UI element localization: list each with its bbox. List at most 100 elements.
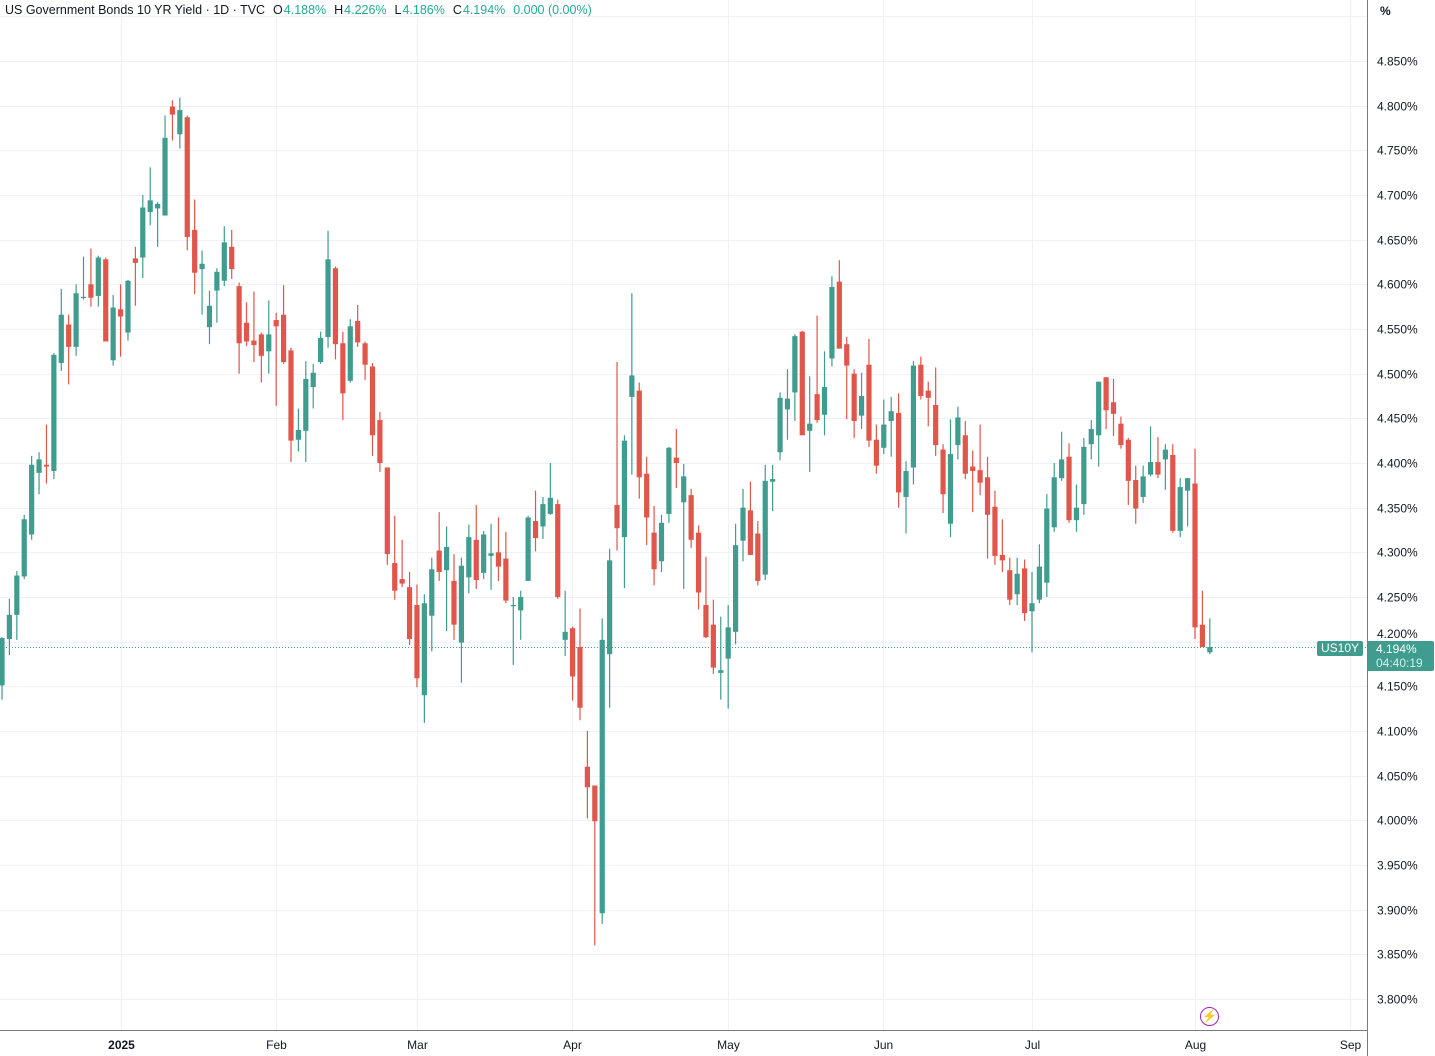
candle-body — [629, 375, 635, 397]
candle-body — [777, 397, 783, 453]
candle-body — [1081, 446, 1087, 505]
candle — [117, 284, 124, 357]
candle — [229, 229, 235, 279]
candle-body — [681, 476, 687, 503]
candle-body — [80, 296, 87, 299]
candle-body — [318, 337, 324, 363]
price-axis-background — [1368, 0, 1435, 1056]
lightning-bolt-icon[interactable]: ⚡ — [1200, 1007, 1219, 1026]
candle-body — [473, 539, 479, 581]
candle — [1044, 494, 1050, 597]
candle-body — [703, 605, 709, 638]
candle-body — [29, 464, 35, 535]
candle-body — [1073, 507, 1080, 521]
candle-body — [844, 344, 850, 366]
price-tick-label: 4.450% — [1377, 412, 1418, 426]
candle — [473, 504, 479, 589]
candle — [947, 419, 954, 538]
candle-body — [695, 532, 702, 593]
candle-body — [644, 473, 650, 518]
candle — [1036, 544, 1042, 604]
candle-body — [332, 268, 339, 345]
candle-body — [858, 395, 865, 416]
candle-body — [1185, 478, 1191, 491]
price-unit-label[interactable]: % — [1380, 4, 1391, 18]
candle — [658, 514, 665, 572]
candle-body — [340, 343, 346, 394]
candle-body — [947, 454, 954, 524]
candle-body — [1088, 429, 1094, 445]
candle — [155, 202, 161, 247]
time-axis[interactable]: 2025 Feb Mar Apr May Jun Jul Aug Sep — [108, 1038, 1361, 1052]
candle — [784, 369, 791, 440]
candle-body — [755, 533, 761, 581]
candle-body — [673, 457, 679, 463]
candle — [295, 408, 301, 452]
candle — [955, 406, 961, 460]
candle — [488, 523, 494, 590]
candle-body — [184, 117, 190, 237]
candle — [755, 521, 761, 586]
candle — [1073, 484, 1080, 532]
candle-body — [903, 471, 909, 497]
candle — [918, 356, 924, 400]
price-tick-label: 4.150% — [1377, 680, 1418, 694]
candle — [1147, 426, 1154, 477]
candle — [547, 462, 553, 515]
candle — [1051, 462, 1057, 532]
candle-body — [310, 372, 316, 388]
candle — [192, 199, 198, 295]
candle-body — [229, 246, 235, 270]
candle-body — [718, 670, 724, 673]
candle — [95, 255, 101, 307]
candle-body — [918, 364, 924, 396]
candle — [703, 556, 709, 639]
candle — [1007, 557, 1013, 606]
candle — [881, 399, 887, 455]
candle — [332, 266, 339, 360]
candle — [518, 590, 524, 640]
candle — [318, 331, 324, 364]
candle-body — [962, 435, 968, 474]
candle-body — [436, 550, 442, 572]
candle-body — [784, 398, 791, 410]
candle — [1133, 465, 1139, 524]
candle-body — [444, 546, 450, 571]
candles — [0, 97, 1213, 946]
candle-body — [569, 628, 576, 677]
candle — [125, 279, 131, 341]
price-tick-label: 3.850% — [1377, 948, 1418, 962]
price-tick-label: 4.750% — [1377, 144, 1418, 158]
candle — [392, 515, 398, 600]
candle-body — [821, 387, 828, 415]
candle — [584, 730, 590, 819]
time-tick-label: Sep — [1340, 1038, 1362, 1052]
candle — [466, 524, 472, 594]
candle — [458, 557, 465, 683]
candle-body — [1199, 624, 1206, 648]
candle — [355, 304, 361, 347]
price-tick-label: 3.900% — [1377, 904, 1418, 918]
close-value: 4.194% — [462, 3, 506, 17]
candle-body — [933, 404, 939, 446]
time-tick-label: May — [717, 1038, 740, 1052]
candle-body — [688, 495, 694, 540]
candle — [532, 490, 539, 552]
candle — [80, 256, 87, 300]
candle — [525, 515, 531, 581]
candle-body — [1110, 402, 1117, 414]
candle — [162, 115, 168, 216]
candle — [821, 351, 828, 436]
candle — [303, 361, 309, 463]
candle — [740, 488, 746, 562]
price-axis[interactable]: 4.850% 4.800% 4.750% 4.700% 4.650% 4.600% 4.55… — [1368, 0, 1435, 1056]
candle-body — [88, 284, 94, 298]
candle — [1125, 437, 1131, 505]
candle-body — [21, 519, 27, 577]
candle — [992, 490, 998, 565]
candle-body — [399, 579, 405, 584]
chart-legend: US Government Bonds 10 YR Yield · 1D · T… — [5, 3, 593, 17]
candle-body — [214, 271, 220, 291]
time-tick-label: Aug — [1185, 1038, 1206, 1052]
